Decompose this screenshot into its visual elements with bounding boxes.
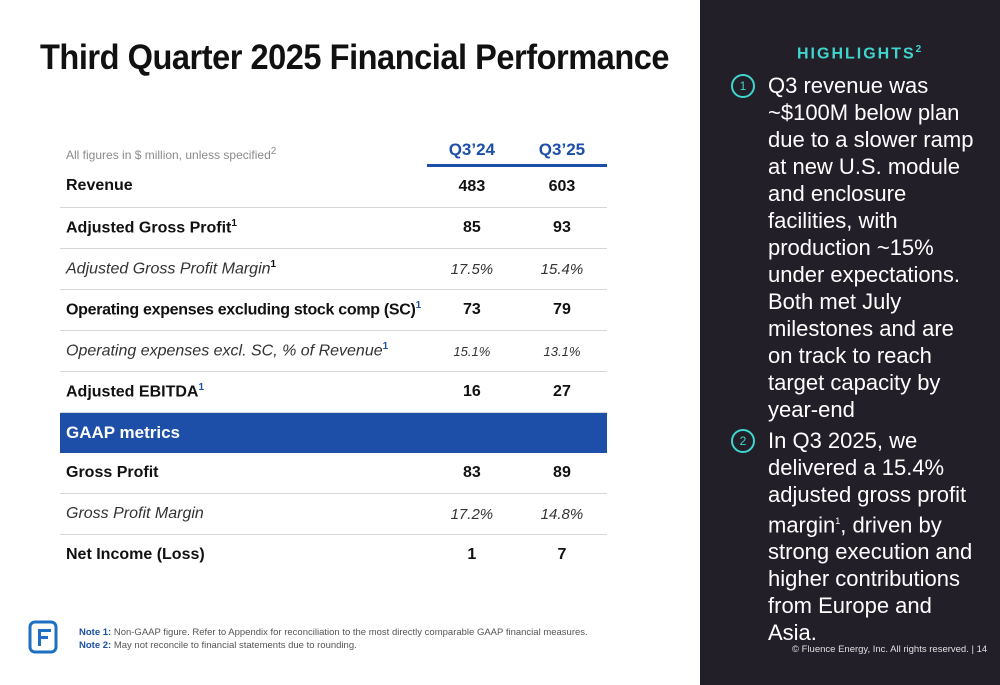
table-row-operating-expenses: Operating expenses excluding stock comp …	[60, 289, 607, 331]
value-q3-24: 17.2%	[426, 493, 517, 535]
table-row-net-income: Net Income (Loss) 1 7	[60, 535, 607, 576]
row-label: Net Income (Loss)	[66, 546, 205, 563]
table-row-gross-profit-margin: Gross Profit Margin 17.2% 14.8%	[60, 493, 607, 535]
note-1: Note 1: Non-GAAP figure. Refer to Append…	[79, 626, 588, 639]
value-q3-25: 13.1%	[516, 330, 607, 372]
row-label-text: Operating expenses excluding stock comp …	[66, 301, 416, 319]
fluence-f-logo-icon	[28, 620, 58, 654]
highlight-number-1: 1	[731, 74, 755, 98]
value-q3-25: 7	[557, 546, 567, 563]
table-row-opex-percent-revenue: Operating expenses excl. SC, % of Revenu…	[60, 330, 607, 372]
row-label: Operating expenses excl. SC, % of Revenu…	[60, 330, 427, 372]
row-label: Gross Profit	[60, 453, 427, 494]
highlight-item-1: Q3 revenue was ~$100M below plan due to …	[768, 73, 974, 422]
value-q3-25: 79	[516, 289, 607, 331]
row-label: Operating expenses excluding stock comp …	[60, 289, 427, 331]
value-q3-24: 73	[426, 289, 517, 331]
row-label: Adjusted Gross Profit1	[60, 207, 427, 249]
page-title: Third Quarter 2025 Financial Performance	[40, 38, 670, 77]
value-q3-24: 17.5%	[426, 248, 517, 290]
table-row-gross-profit: Gross Profit 83 89	[60, 453, 607, 494]
table-row-adjusted-ebitda: Adjusted EBITDA1 16 27	[60, 371, 607, 413]
footnote-sup: 1	[231, 218, 237, 230]
note-2-label: Note 2:	[79, 640, 112, 651]
footnote-sup: 1	[270, 259, 277, 271]
value-q3-25: 93	[516, 207, 607, 249]
value-q3-25: 89	[516, 453, 607, 494]
footnotes: Note 1: Non-GAAP figure. Refer to Append…	[79, 626, 588, 652]
row-label: Revenue	[60, 165, 427, 208]
value-q3-25: 603	[516, 165, 607, 208]
highlights-heading: HIGHLIGHTS2	[797, 44, 923, 63]
column-q3-24: Q3’24	[426, 132, 517, 167]
content-panel: Third Quarter 2025 Financial Performance…	[28, 38, 670, 654]
footnote-sup: 1	[415, 300, 422, 312]
note-2: Note 2: May not reconcile to financial s…	[79, 639, 588, 652]
row-label: Adjusted Gross Profit Margin1	[60, 248, 427, 290]
section-header-gaap: GAAP metrics	[60, 412, 607, 453]
row-label: Gross Profit Margin	[60, 493, 427, 535]
financial-table: All figures in $ million, unless specifi…	[60, 132, 607, 575]
footer-copyright: © Fluence Energy, Inc. All rights reserv…	[792, 644, 988, 655]
value-q3-24: 1	[467, 546, 477, 563]
highlight-2-sup: 1	[835, 516, 841, 526]
note-1-text: Non-GAAP figure. Refer to Appendix for r…	[111, 627, 588, 638]
footnote-sup: 1	[198, 382, 205, 394]
value-q3-25: 27	[516, 371, 607, 413]
column-q3-25: Q3’25	[516, 132, 607, 167]
highlights-heading-text: HIGHLIGHTS	[797, 45, 916, 63]
highlights-panel	[700, 0, 1000, 685]
value-q3-24: 483	[426, 165, 517, 208]
row-label-text: Adjusted Gross Profit	[66, 219, 232, 237]
highlights-heading-sup: 2	[915, 44, 924, 55]
row-label: Adjusted EBITDA1	[60, 371, 427, 413]
note-1-label: Note 1:	[79, 627, 112, 638]
table-header-row: All figures in $ million, unless specifi…	[60, 132, 607, 167]
highlight-2-text-a: In Q3 2025, we delivered a 15.4% adjuste…	[768, 428, 967, 538]
value-q3-24: 15.1%	[426, 330, 517, 372]
table-caption: All figures in $ million, unless specifi…	[60, 132, 427, 166]
highlight-item-2: In Q3 2025, we delivered a 15.4% adjuste…	[768, 427, 983, 646]
value-q3-25: 15.4%	[516, 248, 607, 290]
value-q3-24: 16	[426, 371, 517, 413]
value-q3-24: 83	[426, 453, 517, 494]
table-row-revenue: Revenue 483 603	[60, 165, 607, 208]
caption-text: All figures in $ million, unless specifi…	[66, 147, 271, 162]
caption-sup: 2	[270, 145, 277, 157]
note-2-text: May not reconcile to financial statement…	[111, 640, 357, 651]
footnote-sup: 1	[382, 341, 389, 353]
table-row-adjusted-gross-profit-margin: Adjusted Gross Profit Margin1 17.5% 15.4…	[60, 248, 607, 290]
table-row-adjusted-gross-profit: Adjusted Gross Profit1 85 93	[60, 207, 607, 249]
section-label: GAAP metrics	[60, 412, 607, 453]
row-label-text: Adjusted Gross Profit Margin	[66, 260, 271, 278]
row-label-text: Operating expenses excl. SC, % of Revenu…	[66, 342, 383, 360]
value-q3-24: 85	[426, 207, 517, 249]
highlight-number-2: 2	[731, 429, 755, 453]
highlight-2-text-b: , driven by strong execution and higher …	[768, 512, 973, 646]
row-label-text: Adjusted EBITDA	[66, 383, 199, 401]
value-q3-25: 14.8%	[516, 493, 607, 535]
